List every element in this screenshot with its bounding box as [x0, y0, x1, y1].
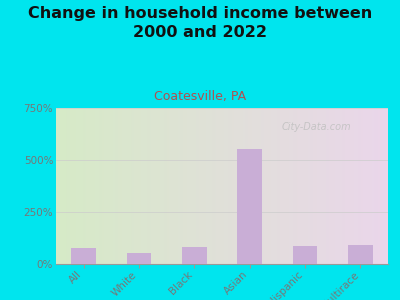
Bar — [182, 248, 207, 264]
Bar — [292, 246, 318, 264]
Bar — [348, 245, 373, 264]
Text: Change in household income between
2000 and 2022: Change in household income between 2000 … — [28, 6, 372, 40]
Bar — [126, 253, 152, 264]
Text: Coatesville, PA: Coatesville, PA — [154, 90, 246, 103]
Bar — [237, 148, 262, 264]
Bar — [71, 248, 96, 264]
Text: City-Data.com: City-Data.com — [282, 122, 351, 132]
